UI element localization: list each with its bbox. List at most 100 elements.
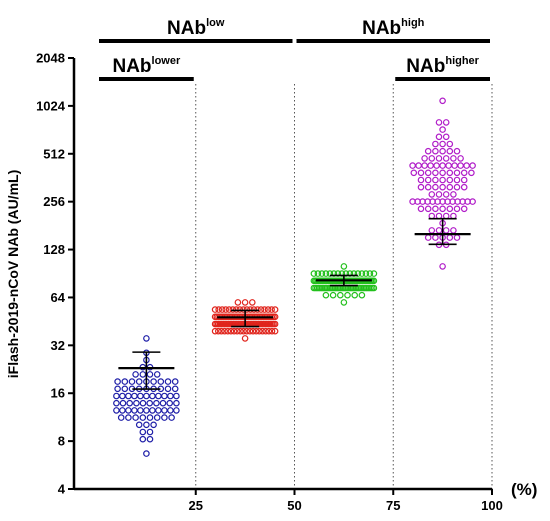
data-point bbox=[241, 299, 249, 306]
data-point bbox=[460, 176, 468, 184]
data-point bbox=[432, 176, 439, 184]
data-point bbox=[351, 291, 359, 299]
data-point bbox=[435, 227, 443, 234]
data-point bbox=[439, 169, 446, 177]
data-point bbox=[421, 162, 428, 169]
data-point bbox=[167, 392, 174, 400]
data-point bbox=[446, 147, 454, 155]
data-point bbox=[225, 306, 233, 313]
y-tick-label: 64 bbox=[51, 290, 66, 305]
data-point bbox=[318, 270, 326, 277]
data-point bbox=[243, 327, 251, 335]
data-point bbox=[153, 414, 161, 421]
bracket-label-sup: low bbox=[206, 17, 225, 29]
data-point bbox=[358, 291, 366, 299]
data-point bbox=[125, 407, 132, 414]
data-point bbox=[215, 327, 222, 335]
data-point bbox=[114, 378, 121, 385]
data-point bbox=[439, 126, 446, 133]
bracket-label-base: NAb bbox=[167, 18, 206, 39]
data-point bbox=[442, 119, 450, 126]
data-point bbox=[249, 299, 256, 306]
data-point bbox=[463, 162, 470, 169]
data-point bbox=[218, 306, 226, 313]
data-point bbox=[233, 327, 241, 335]
data-point bbox=[249, 327, 257, 335]
bracket-label-base: NAb bbox=[406, 56, 445, 77]
data-point bbox=[344, 291, 351, 299]
data-point bbox=[117, 414, 125, 421]
y-axis-label: iFlash-2019-nCoV NAb (AU/mL) bbox=[5, 170, 21, 378]
data-point bbox=[173, 392, 180, 400]
data-point bbox=[268, 306, 275, 313]
data-point bbox=[237, 327, 244, 335]
data-point bbox=[125, 414, 132, 421]
data-point bbox=[428, 155, 436, 162]
data-point bbox=[442, 133, 450, 141]
x-axis-unit: (%) bbox=[511, 480, 537, 499]
data-point bbox=[153, 371, 161, 378]
data-point bbox=[250, 306, 258, 313]
data-point bbox=[432, 169, 439, 177]
data-point bbox=[453, 234, 461, 241]
data-point bbox=[310, 270, 318, 277]
data-point bbox=[322, 270, 330, 277]
data-point bbox=[241, 335, 249, 342]
data-point bbox=[211, 306, 219, 313]
data-point bbox=[469, 162, 476, 169]
data-point bbox=[168, 414, 175, 421]
data-point bbox=[322, 291, 330, 299]
data-point bbox=[114, 385, 121, 393]
data-point bbox=[439, 140, 446, 148]
data-point bbox=[439, 147, 446, 155]
data-point bbox=[336, 291, 344, 299]
bracket-label-base: NAb bbox=[112, 56, 151, 77]
data-point bbox=[460, 169, 468, 177]
data-point bbox=[139, 399, 147, 407]
data-point bbox=[410, 169, 418, 177]
y-tick-label: 32 bbox=[51, 338, 65, 353]
data-point bbox=[155, 407, 162, 414]
data-point bbox=[254, 306, 261, 313]
y-tick-label: 128 bbox=[43, 242, 65, 257]
data-point bbox=[417, 169, 425, 177]
data-point bbox=[150, 378, 157, 385]
data-point bbox=[453, 176, 461, 184]
data-point bbox=[424, 205, 432, 213]
data-point bbox=[230, 327, 238, 335]
data-point bbox=[240, 306, 247, 313]
data-point bbox=[227, 327, 235, 335]
data-point bbox=[149, 392, 156, 400]
data-point bbox=[243, 306, 251, 313]
y-tick-label: 2048 bbox=[36, 51, 65, 66]
data-point bbox=[446, 169, 454, 177]
data-point bbox=[146, 435, 154, 443]
data-point bbox=[453, 205, 461, 213]
data-point bbox=[125, 392, 132, 400]
data-point bbox=[346, 270, 354, 277]
bracket-label-base: NAb bbox=[362, 18, 401, 39]
data-point bbox=[439, 183, 446, 191]
data-point bbox=[159, 399, 167, 407]
data-point bbox=[233, 306, 240, 313]
data-point bbox=[139, 428, 147, 436]
data-point bbox=[469, 198, 476, 205]
data-point bbox=[446, 176, 454, 184]
bracket-label: NAblower bbox=[112, 55, 181, 77]
y-tick-label: 512 bbox=[43, 146, 65, 161]
data-point bbox=[211, 327, 219, 335]
bracket-label-sup: higher bbox=[445, 55, 479, 67]
bracket-label-sup: high bbox=[401, 17, 424, 29]
data-point bbox=[150, 421, 157, 429]
data-point bbox=[457, 155, 464, 162]
data-point bbox=[468, 169, 475, 177]
data-point bbox=[262, 327, 270, 335]
data-point bbox=[164, 378, 172, 385]
data-point bbox=[224, 327, 232, 335]
data-point bbox=[161, 392, 168, 400]
data-point bbox=[435, 212, 443, 220]
data-point bbox=[433, 162, 440, 169]
data-point bbox=[446, 234, 454, 241]
divider-lines bbox=[195, 84, 493, 489]
data-point bbox=[137, 392, 144, 400]
